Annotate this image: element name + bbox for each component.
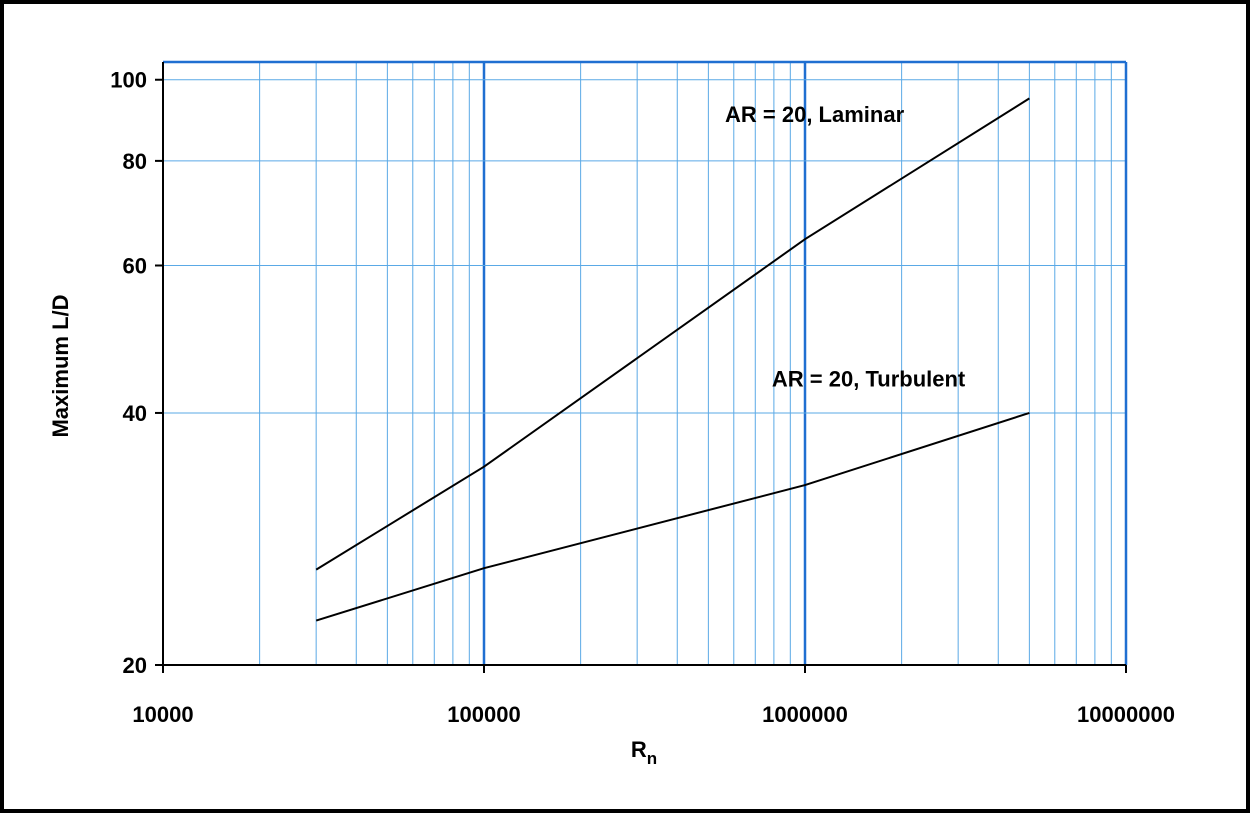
x-axis-title-subscript: n bbox=[647, 749, 657, 768]
series-layer bbox=[315, 97, 1030, 622]
annotation-label-2: AR = 20, Turbulent bbox=[772, 367, 966, 392]
series-line-1 bbox=[315, 97, 1030, 571]
x-axis-title-main: R bbox=[631, 737, 647, 762]
series-line-2 bbox=[315, 411, 1030, 622]
ticks-layer: 10000 100000 1000000 10000000 20 40 60 80 100 bbox=[110, 68, 1175, 727]
y-tick-label: 40 bbox=[123, 401, 147, 426]
y-axis-title: Maximum L/D bbox=[48, 294, 73, 437]
y-tick-label: 20 bbox=[123, 653, 147, 678]
annotation-label-1: AR = 20, Laminar bbox=[725, 102, 905, 127]
annotation-layer: AR = 20, Laminar AR = 20, Turbulent bbox=[725, 102, 966, 392]
x-tick-label: 100000 bbox=[447, 702, 520, 727]
x-tick-label: 10000000 bbox=[1077, 702, 1175, 727]
y-tick-label: 80 bbox=[123, 149, 147, 174]
x-axis-title: Rn bbox=[631, 737, 657, 768]
grid-layer bbox=[163, 62, 1126, 665]
x-tick-label: 1000000 bbox=[762, 702, 848, 727]
axes-layer bbox=[162, 60, 1128, 666]
x-tick-label: 10000 bbox=[132, 702, 193, 727]
y-tick-label: 60 bbox=[123, 253, 147, 278]
y-tick-label: 100 bbox=[110, 68, 147, 93]
